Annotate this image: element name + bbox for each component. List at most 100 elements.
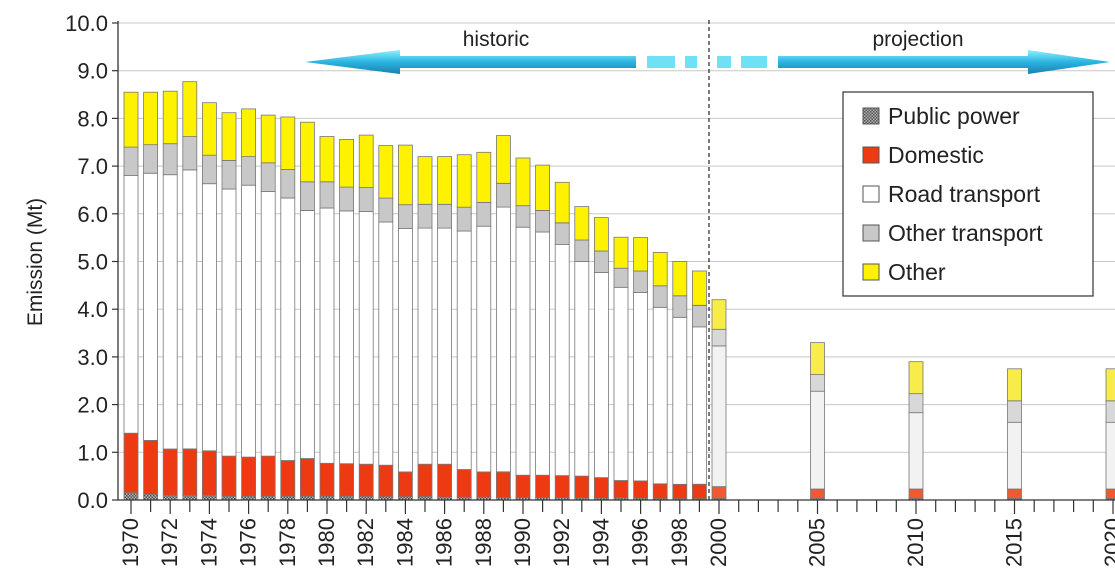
bar-segment-other-1992 [554,181,570,224]
bar-segment-road-transport-2015 [1007,421,1022,490]
bar-segment-road-transport-1986 [437,227,453,465]
y-tick-label: 6.0 [77,202,108,227]
bar-segment-other-transport-2010 [908,393,924,414]
bar-segment-other-transport-1994 [594,250,609,273]
bar-segment-road-transport-1998 [672,316,688,485]
bar-segment-domestic-1970 [123,432,139,494]
bar-segment-domestic-1975 [221,455,237,497]
bar-segment-other-transport-1977 [260,162,276,192]
bar-segment-road-transport-1996 [633,292,648,482]
bar-segment-domestic-1998 [672,483,688,499]
bar-segment-road-transport-1997 [652,306,668,485]
bar-segment-road-transport-1980 [319,207,335,464]
bar-segment-domestic-1992 [554,475,570,499]
bar-segment-domestic-1980 [319,462,335,497]
bar-segment-other-1984 [397,144,413,206]
bar-segment-other-transport-1982 [358,187,374,212]
x-tick-label: 1988 [471,518,496,567]
bar-segment-road-transport-1987 [456,230,472,470]
x-tick-label: 1994 [588,518,613,567]
bar-segment-other-transport-1970 [123,146,139,177]
bar-segment-road-transport-1973 [182,169,198,450]
bar-segment-road-transport-1983 [378,221,394,466]
bar-segment-road-transport-1992 [554,243,570,477]
bar-segment-other-2005 [810,342,825,376]
y-tick-label: 3.0 [77,345,108,370]
bar-segment-road-transport-1999 [692,326,707,485]
bar-segment-road-transport-1991 [535,231,550,476]
bar-segment-public-power-1970 [123,492,139,501]
bar-segment-other-transport-1995 [613,267,629,288]
y-tick-label: 5.0 [77,250,108,275]
bar-segment-domestic-1993 [574,475,590,499]
bar-segment-road-transport-1972 [162,174,178,450]
bar-segment-road-transport-1979 [299,210,315,459]
bar-segment-other-1976 [241,108,257,158]
bar-segment-road-transport-1984 [397,228,413,473]
x-tick-label: 1986 [432,518,457,567]
bar-segment-domestic-1999 [692,483,707,499]
bar-segment-other-transport-1974 [201,154,217,185]
bar-segment-other-transport-1978 [280,168,296,199]
y-tick-label: 9.0 [77,59,108,84]
bar-segment-road-transport-1974 [201,183,217,452]
y-tick-label: 1.0 [77,440,108,465]
x-tick-label: 2015 [1002,518,1027,567]
bar-segment-other-transport-2015 [1007,400,1022,423]
bar-segment-other-transport-1984 [397,204,413,229]
bar-segment-other-1998 [672,261,688,297]
bar-segment-domestic-2000 [711,486,727,499]
bars [123,81,1115,501]
bar-segment-other-2010 [908,361,924,395]
bar-segment-other-1982 [358,134,374,189]
x-tick-label: 1976 [236,518,261,567]
bar-segment-domestic-1972 [162,448,178,496]
bar-segment-other-1997 [652,251,668,287]
bar-segment-domestic-1978 [280,459,296,497]
legend-swatch-road-transport [862,185,880,203]
bar-segment-other-1995 [613,236,629,269]
bar-segment-domestic-1997 [652,483,668,499]
bar-segment-other-1970 [123,91,139,148]
bar-segment-other-1993 [574,206,590,241]
bar-segment-domestic-1979 [299,458,315,497]
x-tick-label: 1984 [392,518,417,567]
bar-segment-domestic-1982 [358,463,374,498]
bar-segment-other-transport-1993 [574,239,590,262]
bar-segment-domestic-1986 [437,463,453,498]
bar-segment-domestic-1974 [201,450,217,496]
bar-segment-road-transport-1993 [574,261,590,477]
bar-segment-road-transport-1978 [280,197,296,461]
bar-segment-other-1978 [280,116,296,170]
bar-segment-other-transport-2005 [810,374,825,392]
bar-segment-other-transport-1981 [339,186,355,212]
bar-segment-road-transport-2020 [1105,421,1115,490]
bar-segment-other-1994 [594,217,609,252]
legend-label-road-transport: Road transport [888,181,1041,207]
bar-segment-other-1979 [299,121,315,183]
bar-segment-road-transport-2000 [711,345,727,487]
bar-segment-other-transport-1992 [554,222,570,245]
legend-swatch-other [862,263,880,281]
bar-segment-domestic-1995 [613,479,629,499]
bar-segment-road-transport-1971 [143,172,159,441]
axes: 0.0 1.0 2.0 3.0 4.0 5.0 6.0 7.0 8.0 9.0 10.0 1970 19… [65,11,1115,567]
bar-segment-other-1987 [456,154,472,208]
bar-segment-domestic-1983 [378,464,394,498]
bar-segment-road-transport-1975 [221,188,237,457]
bar-segment-other-1989 [495,135,511,184]
bar-segment-other-1988 [476,151,492,203]
bar-segment-road-transport-1995 [613,286,629,481]
bar-segment-domestic-1991 [535,474,550,499]
bar-segment-other-1974 [201,102,217,156]
bar-segment-other-transport-2000 [711,328,727,347]
bar-segment-road-transport-1976 [241,184,257,458]
bar-segment-domestic-2015 [1007,488,1022,499]
bar-segment-other-transport-1990 [515,205,531,228]
bar-segment-other-transport-1976 [241,156,257,186]
bar-segment-domestic-1990 [515,474,531,499]
bar-segment-road-transport-1981 [339,210,355,465]
bar-segment-domestic-1981 [339,463,355,497]
bar-segment-other-1985 [417,156,433,205]
